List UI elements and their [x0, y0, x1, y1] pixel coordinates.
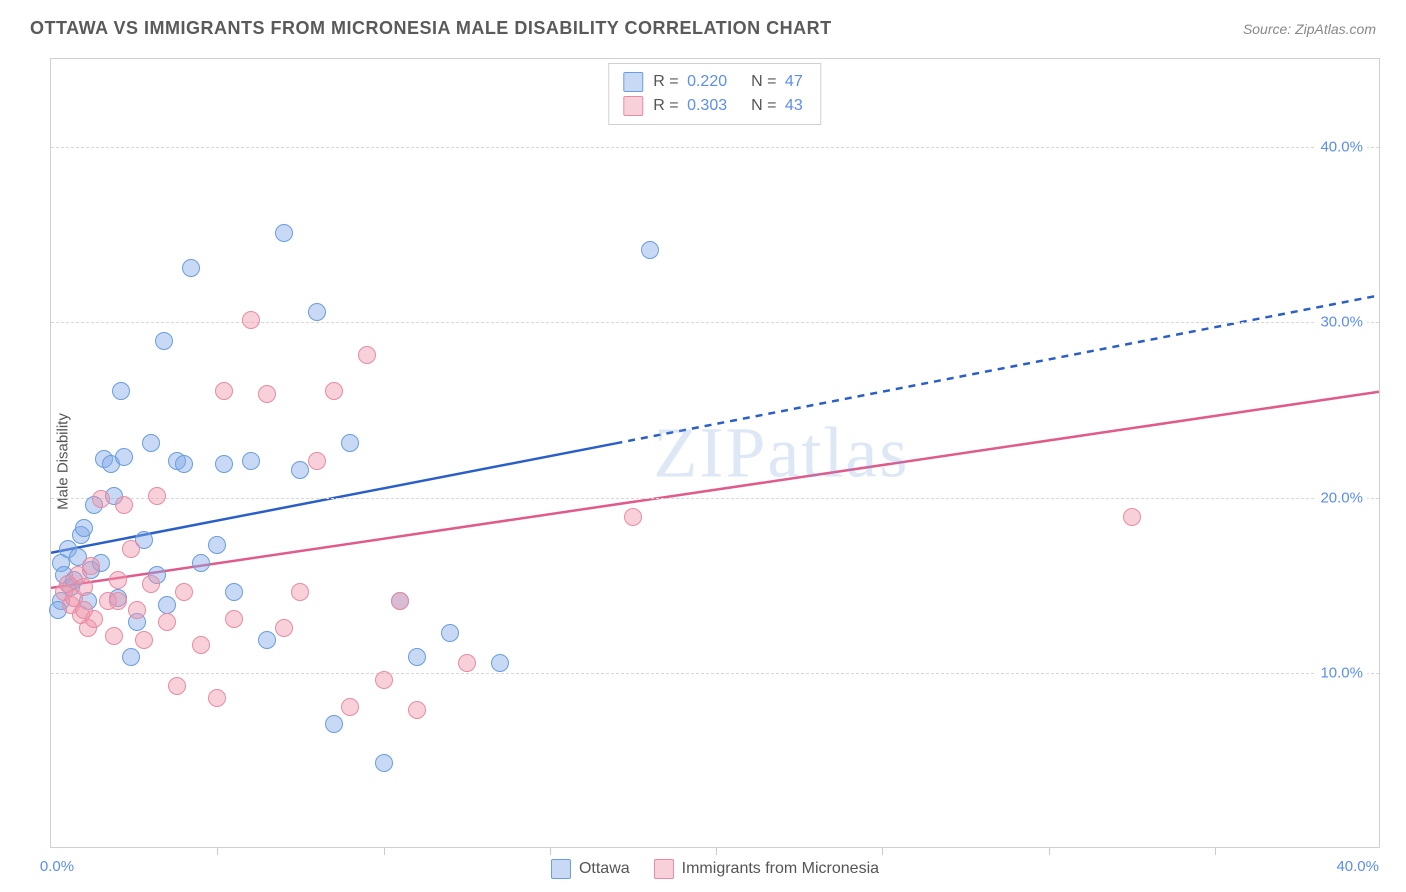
scatter-point — [391, 592, 409, 610]
x-tick-mark — [550, 847, 551, 855]
scatter-point — [148, 487, 166, 505]
x-tick-mark — [716, 847, 717, 855]
scatter-point — [115, 496, 133, 514]
legend-bottom: Ottawa Immigrants from Micronesia — [551, 859, 879, 879]
x-origin-label: 0.0% — [40, 858, 74, 875]
legend-swatch — [551, 859, 571, 879]
legend-r-label: R = 0.220 — [653, 73, 731, 91]
scatter-point — [109, 571, 127, 589]
scatter-point — [275, 619, 293, 637]
scatter-point — [441, 624, 459, 642]
scatter-point — [192, 554, 210, 572]
legend-swatch — [623, 72, 643, 92]
y-tick-label: 10.0% — [1316, 665, 1367, 682]
scatter-point — [341, 698, 359, 716]
trend-line-dashed — [615, 295, 1379, 443]
scatter-point — [208, 689, 226, 707]
trend-line-solid — [51, 392, 1379, 588]
scatter-point — [142, 434, 160, 452]
scatter-point — [215, 455, 233, 473]
x-tick-mark — [384, 847, 385, 855]
scatter-point — [122, 540, 140, 558]
scatter-point — [408, 701, 426, 719]
scatter-point — [75, 601, 93, 619]
x-tick-mark — [1215, 847, 1216, 855]
legend-bottom-label: Immigrants from Micronesia — [682, 860, 879, 878]
scatter-point — [175, 455, 193, 473]
scatter-point — [92, 490, 110, 508]
legend-bottom-label: Ottawa — [579, 860, 630, 878]
legend-top: R = 0.220 N = 47 R = 0.303 N = 43 — [608, 63, 821, 125]
scatter-point — [128, 601, 146, 619]
scatter-point — [308, 452, 326, 470]
legend-bottom-item: Immigrants from Micronesia — [654, 859, 879, 879]
legend-top-row: R = 0.220 N = 47 — [623, 70, 806, 94]
scatter-point — [358, 346, 376, 364]
x-end-label: 40.0% — [1336, 858, 1379, 875]
legend-n-label: N = 43 — [751, 97, 807, 115]
legend-bottom-item: Ottawa — [551, 859, 630, 879]
scatter-point — [291, 461, 309, 479]
scatter-point — [112, 382, 130, 400]
chart-title: OTTAWA VS IMMIGRANTS FROM MICRONESIA MAL… — [30, 18, 832, 39]
scatter-point — [192, 636, 210, 654]
scatter-point — [182, 259, 200, 277]
plot-area: ZIPatlas R = 0.220N = 47R = 0.303N = 43 … — [51, 59, 1379, 847]
scatter-point — [225, 583, 243, 601]
source-label: Source: ZipAtlas.com — [1243, 21, 1376, 37]
x-tick-mark — [1049, 847, 1050, 855]
scatter-point — [155, 332, 173, 350]
grid-line — [51, 147, 1379, 148]
scatter-point — [122, 648, 140, 666]
scatter-point — [142, 575, 160, 593]
y-tick-label: 40.0% — [1316, 138, 1367, 155]
scatter-point — [458, 654, 476, 672]
scatter-point — [105, 627, 123, 645]
scatter-point — [1123, 508, 1141, 526]
y-tick-label: 30.0% — [1316, 314, 1367, 331]
legend-r-label: R = 0.303 — [653, 97, 731, 115]
scatter-point — [291, 583, 309, 601]
scatter-point — [135, 631, 153, 649]
watermark: ZIPatlas — [653, 412, 909, 495]
scatter-point — [491, 654, 509, 672]
legend-n-label: N = 47 — [751, 73, 807, 91]
scatter-point — [408, 648, 426, 666]
scatter-point — [168, 677, 186, 695]
scatter-point — [242, 311, 260, 329]
legend-swatch — [654, 859, 674, 879]
scatter-point — [258, 631, 276, 649]
scatter-point — [375, 671, 393, 689]
chart-container: Male Disability ZIPatlas R = 0.220N = 47… — [50, 58, 1380, 848]
scatter-point — [175, 583, 193, 601]
scatter-point — [208, 536, 226, 554]
x-tick-mark — [217, 847, 218, 855]
scatter-point — [308, 303, 326, 321]
legend-swatch — [623, 96, 643, 116]
x-tick-mark — [882, 847, 883, 855]
legend-top-row: R = 0.303 N = 43 — [623, 94, 806, 118]
y-tick-label: 20.0% — [1316, 489, 1367, 506]
scatter-point — [109, 592, 127, 610]
scatter-point — [624, 508, 642, 526]
grid-line — [51, 498, 1379, 499]
scatter-point — [215, 382, 233, 400]
scatter-point — [375, 754, 393, 772]
grid-line — [51, 673, 1379, 674]
scatter-point — [115, 448, 133, 466]
scatter-point — [75, 578, 93, 596]
scatter-point — [82, 557, 100, 575]
scatter-point — [75, 519, 93, 537]
scatter-point — [225, 610, 243, 628]
scatter-point — [325, 382, 343, 400]
scatter-point — [641, 241, 659, 259]
scatter-point — [341, 434, 359, 452]
scatter-point — [275, 224, 293, 242]
scatter-point — [258, 385, 276, 403]
scatter-point — [242, 452, 260, 470]
scatter-point — [158, 596, 176, 614]
scatter-point — [325, 715, 343, 733]
scatter-point — [158, 613, 176, 631]
